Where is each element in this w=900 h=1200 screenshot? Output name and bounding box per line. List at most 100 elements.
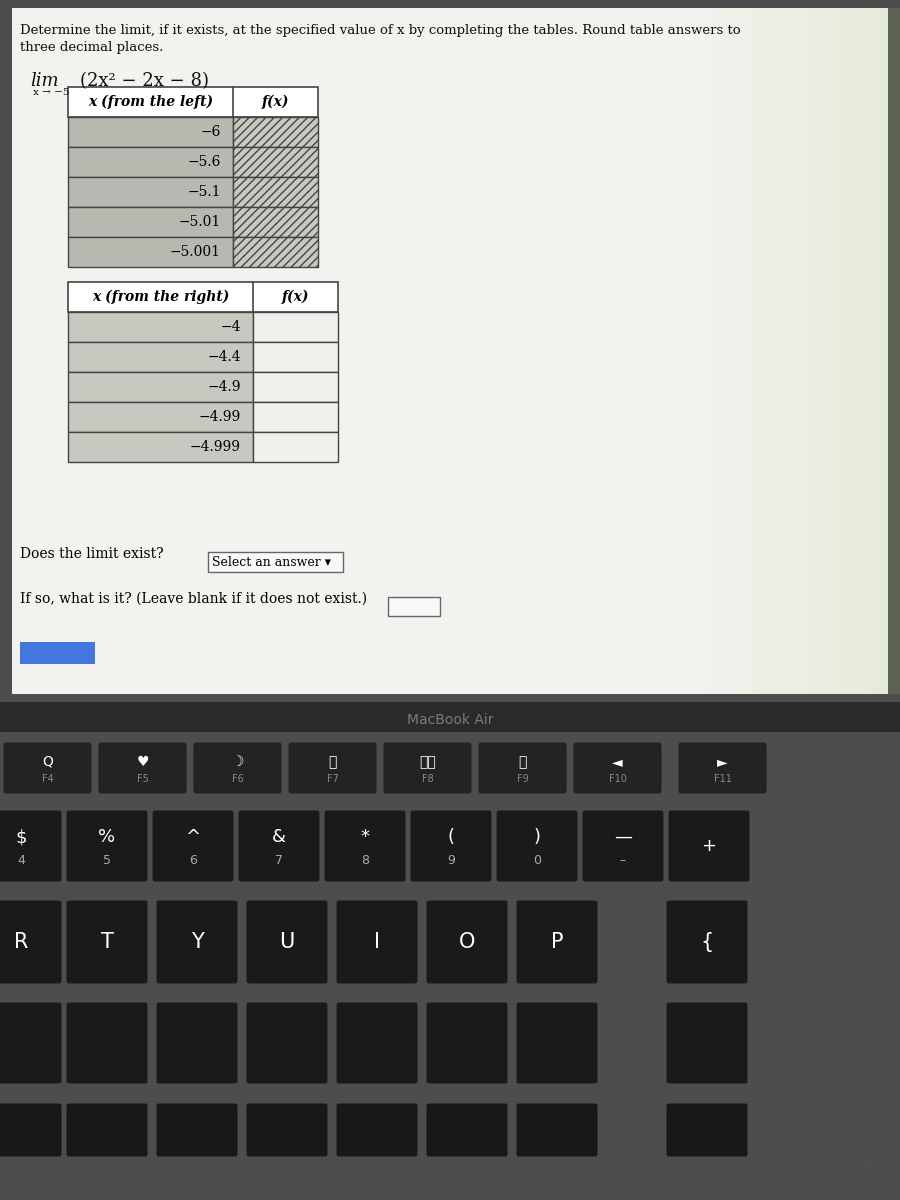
Bar — [752, 8, 753, 694]
Bar — [837, 8, 838, 694]
FancyBboxPatch shape — [152, 810, 233, 882]
Text: −4.99: −4.99 — [199, 410, 241, 424]
Bar — [743, 8, 744, 694]
Text: ⏭: ⏭ — [518, 755, 526, 769]
FancyBboxPatch shape — [67, 810, 148, 882]
Text: ►: ► — [717, 755, 728, 769]
Bar — [777, 8, 778, 694]
Bar — [838, 8, 839, 694]
Bar — [896, 8, 897, 694]
Bar — [825, 8, 826, 694]
Bar — [68, 372, 253, 402]
Bar — [724, 8, 725, 694]
Text: −6: −6 — [201, 125, 221, 139]
Bar — [793, 8, 794, 694]
FancyBboxPatch shape — [517, 900, 598, 984]
Text: −4.9: −4.9 — [208, 380, 241, 394]
Bar — [779, 8, 780, 694]
FancyBboxPatch shape — [157, 900, 238, 984]
Text: 9: 9 — [447, 854, 454, 868]
Bar — [812, 8, 813, 694]
Bar — [716, 8, 717, 694]
Text: F6: F6 — [231, 774, 243, 784]
Bar — [803, 8, 804, 694]
Bar — [881, 8, 882, 694]
Text: 6: 6 — [189, 854, 197, 868]
Bar — [795, 8, 796, 694]
FancyBboxPatch shape — [337, 1002, 418, 1084]
Bar — [817, 8, 818, 694]
Bar — [770, 8, 771, 694]
FancyBboxPatch shape — [67, 1104, 148, 1157]
Bar — [68, 312, 253, 342]
Bar — [68, 146, 233, 176]
Bar — [253, 312, 338, 342]
Text: F10: F10 — [608, 774, 626, 784]
Text: −5.1: −5.1 — [187, 185, 221, 199]
FancyBboxPatch shape — [427, 1002, 508, 1084]
Text: .: . — [867, 1152, 873, 1171]
Bar — [715, 8, 716, 694]
Bar — [815, 8, 816, 694]
Bar — [801, 8, 802, 694]
Bar — [751, 8, 752, 694]
Text: f(x): f(x) — [282, 290, 310, 304]
Bar — [763, 8, 764, 694]
Bar — [880, 8, 881, 694]
Bar — [738, 8, 739, 694]
Text: (2x² − 2x − 8): (2x² − 2x − 8) — [80, 72, 209, 90]
Text: f(x): f(x) — [262, 95, 289, 109]
Bar — [713, 8, 714, 694]
Bar — [706, 8, 707, 694]
Bar — [754, 8, 755, 694]
Text: F4: F4 — [41, 774, 53, 784]
Bar — [723, 8, 724, 694]
FancyBboxPatch shape — [247, 1002, 328, 1084]
Bar — [855, 8, 856, 694]
FancyBboxPatch shape — [517, 1104, 598, 1157]
Text: x → −5: x → −5 — [33, 88, 69, 97]
Bar — [826, 8, 827, 694]
Bar — [856, 8, 857, 694]
Bar — [814, 8, 815, 694]
Text: T: T — [101, 932, 113, 952]
FancyBboxPatch shape — [667, 900, 748, 984]
Bar — [68, 86, 318, 116]
Bar — [745, 8, 746, 694]
Bar — [708, 8, 709, 694]
Bar — [772, 8, 773, 694]
Text: +: + — [701, 838, 716, 854]
Bar — [789, 8, 790, 694]
Bar — [735, 8, 736, 694]
Text: ): ) — [534, 828, 541, 846]
Bar — [844, 8, 845, 694]
Bar — [862, 8, 863, 694]
Bar — [842, 8, 843, 694]
Bar — [877, 8, 878, 694]
Text: 7: 7 — [275, 854, 283, 868]
Bar — [748, 8, 749, 694]
Bar — [253, 342, 338, 372]
Text: &: & — [272, 828, 286, 846]
Bar — [705, 8, 706, 694]
Bar — [711, 8, 712, 694]
Bar — [883, 8, 884, 694]
Bar — [722, 8, 723, 694]
Bar — [841, 8, 842, 694]
Bar — [875, 8, 876, 694]
Bar — [720, 8, 721, 694]
FancyBboxPatch shape — [517, 1002, 598, 1084]
Bar — [866, 8, 867, 694]
Bar — [749, 8, 750, 694]
FancyBboxPatch shape — [573, 743, 661, 793]
Bar — [847, 8, 848, 694]
FancyBboxPatch shape — [497, 810, 578, 882]
Bar — [863, 8, 864, 694]
Bar — [806, 8, 807, 694]
Bar — [805, 8, 806, 694]
FancyBboxPatch shape — [98, 743, 186, 793]
FancyBboxPatch shape — [427, 1104, 508, 1157]
Bar — [68, 402, 253, 432]
Text: Q: Q — [42, 755, 53, 769]
Bar — [732, 8, 733, 694]
